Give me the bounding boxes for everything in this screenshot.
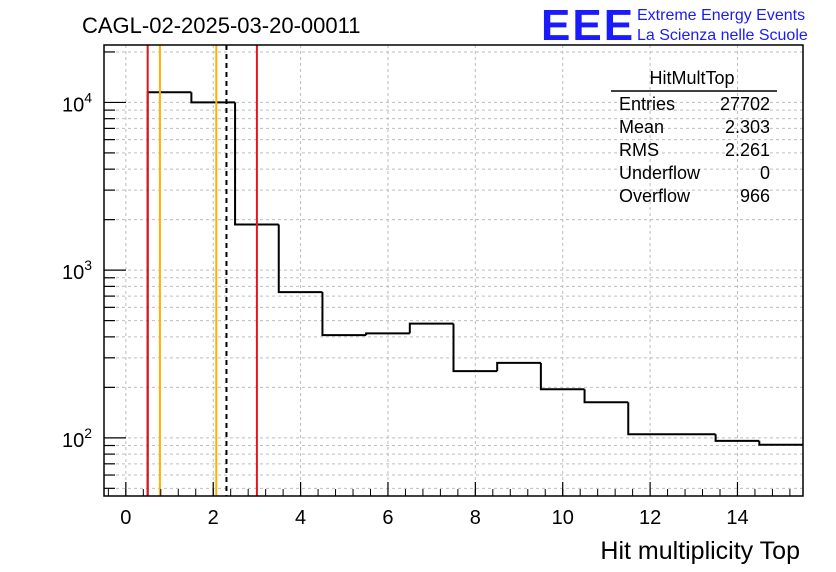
stats-box-rows: Entries 27702 Mean 2.303 RMS 2.261 Underflow 0 O…	[619, 94, 770, 206]
eee-logo-text: EEE	[541, 1, 635, 50]
histogram-bin	[583, 389, 629, 404]
histogram-bin	[758, 440, 803, 446]
histogram-bin	[408, 322, 454, 334]
histogram-bin	[539, 362, 585, 391]
histogram-bin	[277, 224, 323, 294]
stats-row-label: Overflow	[619, 186, 691, 206]
axes: 0 2 4 6 8 10 12 14 102 103 104	[62, 44, 804, 529]
histogram-bin	[365, 332, 410, 336]
histogram-bin	[234, 102, 279, 226]
eee-logo-line1: Extreme Energy Events	[637, 7, 805, 24]
grid-lines	[104, 45, 803, 496]
x-tick-label: 0	[120, 507, 131, 529]
marker-lines	[146, 45, 258, 496]
y-tick-label: 104	[62, 89, 92, 116]
stats-row-value: 0	[760, 163, 770, 183]
histogram-bin	[452, 323, 498, 373]
histogram-bin	[321, 292, 367, 337]
histogram-bin	[627, 402, 716, 436]
x-tick-label: 14	[726, 507, 748, 529]
x-tick-label: 4	[295, 507, 306, 529]
y-tick-label: 102	[62, 425, 92, 452]
stats-row-label: Entries	[619, 94, 675, 114]
x-tick-label: 10	[552, 507, 574, 529]
stats-row-value: 27702	[720, 94, 770, 114]
stats-row-value: 2.261	[725, 140, 770, 160]
stats-row-label: RMS	[619, 140, 659, 160]
histogram-bin	[190, 92, 236, 104]
chart-title: CAGL-02-2025-03-20-00011	[82, 13, 360, 38]
stats-row-value: 2.303	[725, 117, 770, 137]
x-tick-label: 12	[639, 507, 661, 529]
stats-box: HitMultTop Entries 27702 Mean 2.303 RMS 2.261…	[611, 68, 777, 206]
stats-row-value: 966	[740, 186, 770, 206]
histogram-bin	[714, 434, 760, 442]
x-tick-label: 6	[382, 507, 393, 529]
x-tick-label: 2	[208, 507, 219, 529]
stats-box-title: HitMultTop	[649, 68, 734, 88]
stats-row-label: Underflow	[619, 163, 701, 183]
y-tick-label: 103	[62, 257, 92, 284]
stats-row-label: Mean	[619, 117, 664, 137]
x-tick-label: 8	[470, 507, 481, 529]
histogram-bin	[496, 361, 541, 372]
x-axis-label: Hit multiplicity Top	[600, 537, 800, 565]
eee-logo-line2: La Scienza nelle Scuole	[637, 27, 808, 44]
